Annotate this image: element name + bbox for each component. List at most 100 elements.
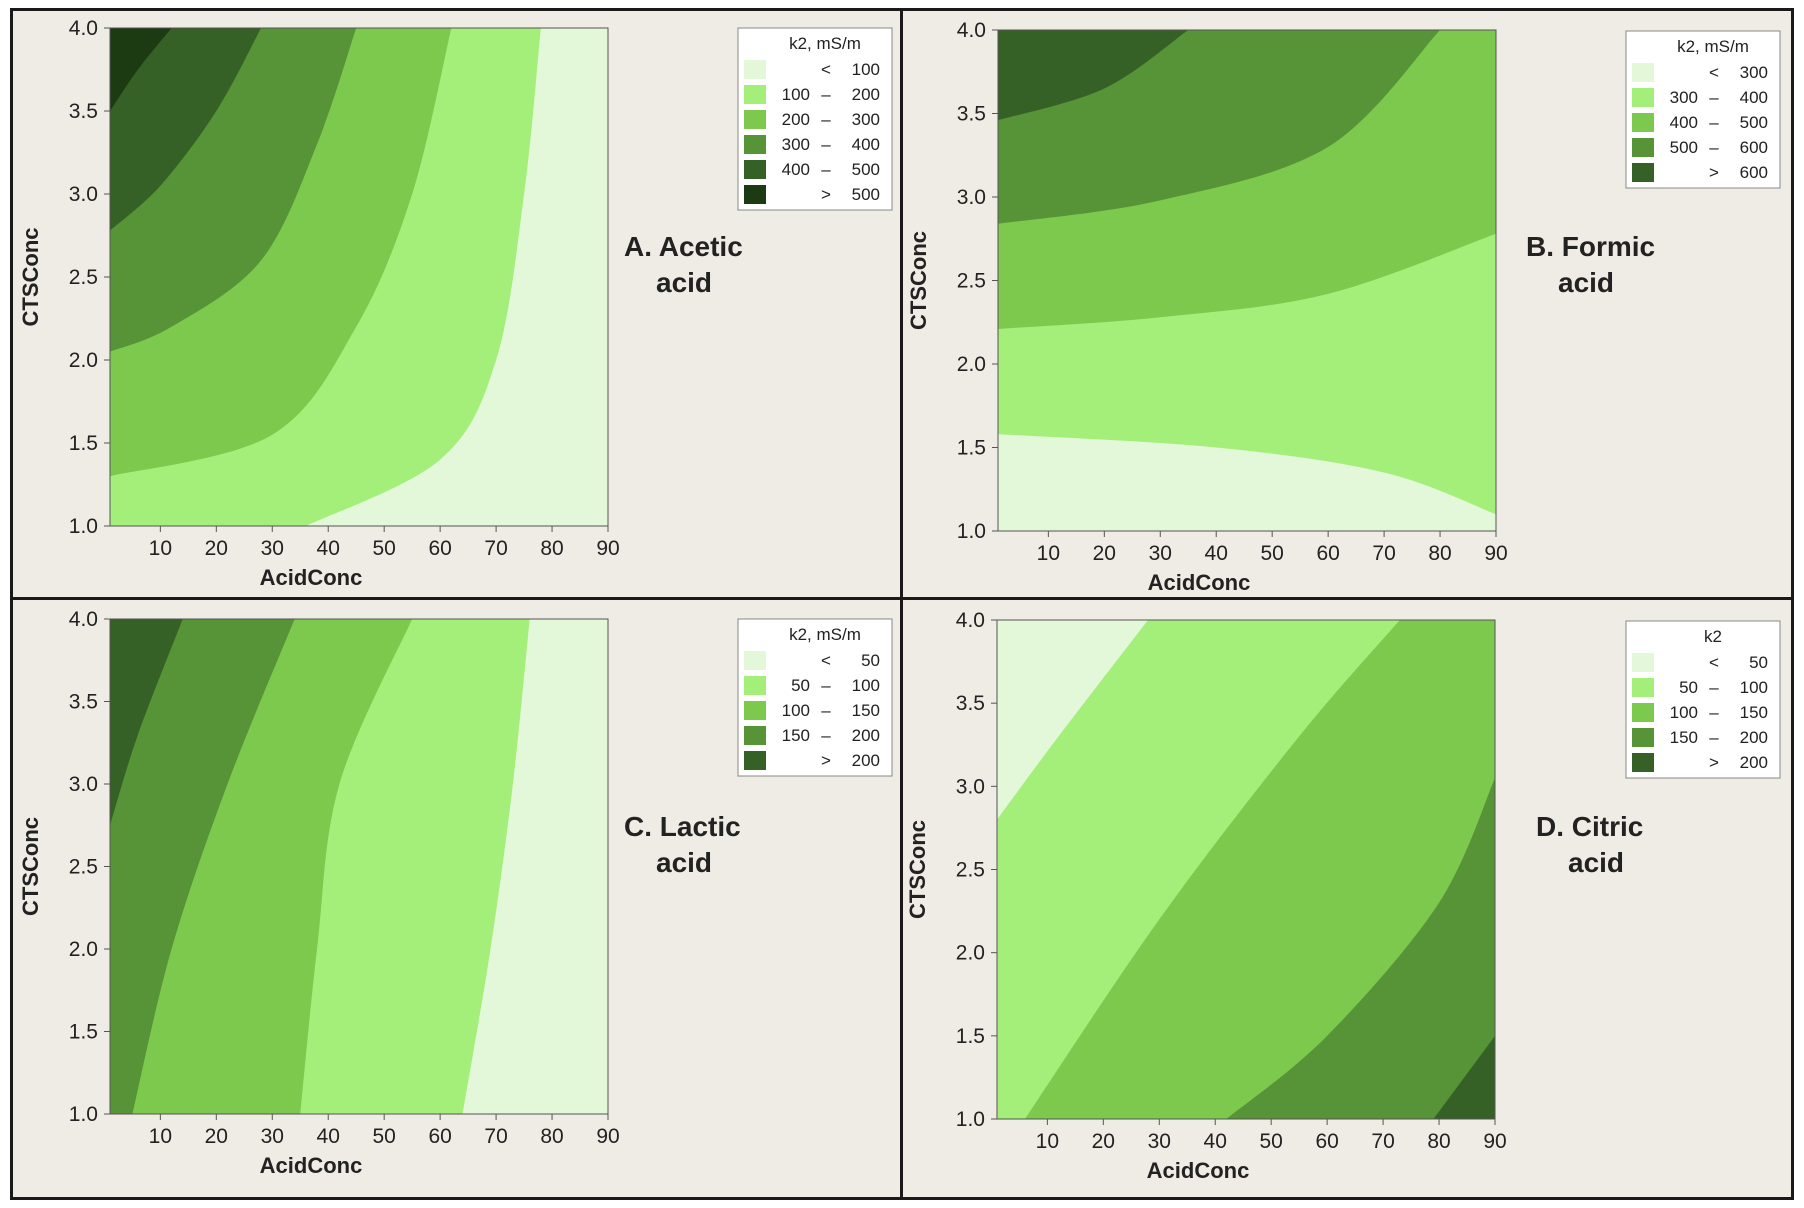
x-tick-label: 80 xyxy=(1427,1130,1450,1153)
panel-title-line1: A. Acetic xyxy=(624,231,743,262)
x-tick-label: 70 xyxy=(484,537,507,560)
y-tick-label: 2.0 xyxy=(69,938,98,961)
panel-divider-horizontal xyxy=(12,597,1792,600)
x-tick-label: 50 xyxy=(1260,1130,1283,1153)
legend-operator: < xyxy=(821,651,831,670)
y-tick-label: 3.0 xyxy=(69,773,98,796)
legend-range-low: 50 xyxy=(1679,678,1698,697)
legend-operator: > xyxy=(821,751,831,770)
y-tick-label: 3.5 xyxy=(69,100,98,123)
y-axis-label: CTSConc xyxy=(905,820,930,919)
legend-swatch xyxy=(744,85,766,104)
panel-title-line2: acid xyxy=(1568,847,1624,878)
y-tick-label: 3.5 xyxy=(956,692,985,715)
legend-operator: > xyxy=(821,185,831,204)
panel-title-line2: acid xyxy=(656,267,712,298)
x-tick-label: 30 xyxy=(1149,542,1172,565)
legend-range-dash: – xyxy=(821,110,831,129)
legend-swatch xyxy=(1632,653,1654,672)
legend-range-dash: – xyxy=(821,676,831,695)
legend-range-low: 100 xyxy=(782,85,810,104)
y-tick-label: 3.5 xyxy=(69,691,98,714)
x-tick-label: 80 xyxy=(540,537,563,560)
x-tick-label: 70 xyxy=(1372,542,1395,565)
y-tick-label: 4.0 xyxy=(956,609,985,632)
legend-range-low: 400 xyxy=(1670,113,1698,132)
x-tick-label: 20 xyxy=(1092,1130,1115,1153)
legend-swatch xyxy=(744,701,766,720)
legend-operator: > xyxy=(1709,753,1719,772)
legend-swatch xyxy=(1632,753,1654,772)
legend-range-dash: – xyxy=(1709,138,1719,157)
x-tick-label: 30 xyxy=(261,1125,284,1148)
legend-range-dash: – xyxy=(1709,728,1719,747)
legend-range-dash: – xyxy=(1709,678,1719,697)
y-axis-label: CTSConc xyxy=(18,228,43,327)
legend-operator: > xyxy=(1709,163,1719,182)
legend-range-high: 150 xyxy=(1740,703,1768,722)
panel-title-line1: D. Citric xyxy=(1536,811,1643,842)
legend-range-dash: – xyxy=(1709,703,1719,722)
contour-region-level-4 xyxy=(110,28,262,231)
x-tick-label: 10 xyxy=(149,1125,172,1148)
legend-title: k2, mS/m xyxy=(789,34,861,53)
x-tick-label: 50 xyxy=(373,537,396,560)
legend-swatch xyxy=(744,185,766,204)
x-tick-label: 10 xyxy=(1037,542,1060,565)
y-tick-label: 1.0 xyxy=(69,1103,98,1126)
y-tick-label: 2.0 xyxy=(69,349,98,372)
legend-range-high: 50 xyxy=(1749,653,1768,672)
x-axis-label: AcidConc xyxy=(1147,1158,1250,1183)
legend-range-high: 200 xyxy=(852,85,880,104)
contour-region-level-3 xyxy=(110,619,295,1114)
x-tick-label: 90 xyxy=(596,537,619,560)
legend-range-dash: – xyxy=(821,726,831,745)
panel-title-line2: acid xyxy=(656,847,712,878)
y-tick-label: 4.0 xyxy=(69,608,98,631)
legend-range-dash: – xyxy=(821,701,831,720)
y-tick-label: 2.0 xyxy=(956,942,985,965)
panel-divider-vertical xyxy=(900,10,903,1198)
legend-title: k2, mS/m xyxy=(1677,37,1749,56)
y-tick-label: 1.0 xyxy=(69,515,98,538)
legend-range-high: 400 xyxy=(1740,88,1768,107)
legend-swatch xyxy=(744,676,766,695)
y-tick-label: 2.5 xyxy=(956,859,985,882)
legend-swatch xyxy=(1632,703,1654,722)
legend-range-high: 200 xyxy=(852,751,880,770)
legend-range-high: 200 xyxy=(1740,753,1768,772)
legend-swatch xyxy=(1632,163,1654,182)
x-tick-label: 60 xyxy=(428,537,451,560)
contour-regions xyxy=(998,30,1496,531)
legend-range-high: 100 xyxy=(852,676,880,695)
contour-region-level-3 xyxy=(1226,778,1495,1119)
legend-range-high: 100 xyxy=(852,60,880,79)
x-tick-label: 50 xyxy=(373,1125,396,1148)
x-tick-label: 70 xyxy=(484,1125,507,1148)
legend-range-low: 200 xyxy=(782,110,810,129)
y-tick-label: 3.5 xyxy=(957,103,986,126)
x-tick-label: 70 xyxy=(1371,1130,1394,1153)
legend-range-high: 600 xyxy=(1740,163,1768,182)
legend-range-dash: – xyxy=(821,85,831,104)
legend-swatch xyxy=(1632,678,1654,697)
x-tick-label: 60 xyxy=(1316,542,1339,565)
x-tick-label: 20 xyxy=(205,1125,228,1148)
legend-title: k2 xyxy=(1704,627,1722,646)
x-tick-label: 90 xyxy=(1483,1130,1506,1153)
legend-operator: < xyxy=(1709,653,1719,672)
x-tick-label: 30 xyxy=(1148,1130,1171,1153)
x-tick-label: 20 xyxy=(1093,542,1116,565)
y-tick-label: 2.0 xyxy=(957,353,986,376)
contour-region-level-4 xyxy=(1433,1035,1495,1119)
x-tick-label: 20 xyxy=(205,537,228,560)
legend-range-high: 200 xyxy=(1740,728,1768,747)
y-tick-label: 1.5 xyxy=(957,437,986,460)
legend-range-low: 100 xyxy=(782,701,810,720)
y-tick-label: 2.5 xyxy=(957,270,986,293)
y-tick-label: 1.5 xyxy=(956,1025,985,1048)
contour-region-level-4 xyxy=(998,30,1189,121)
x-tick-label: 50 xyxy=(1261,542,1284,565)
legend-range-high: 200 xyxy=(852,726,880,745)
